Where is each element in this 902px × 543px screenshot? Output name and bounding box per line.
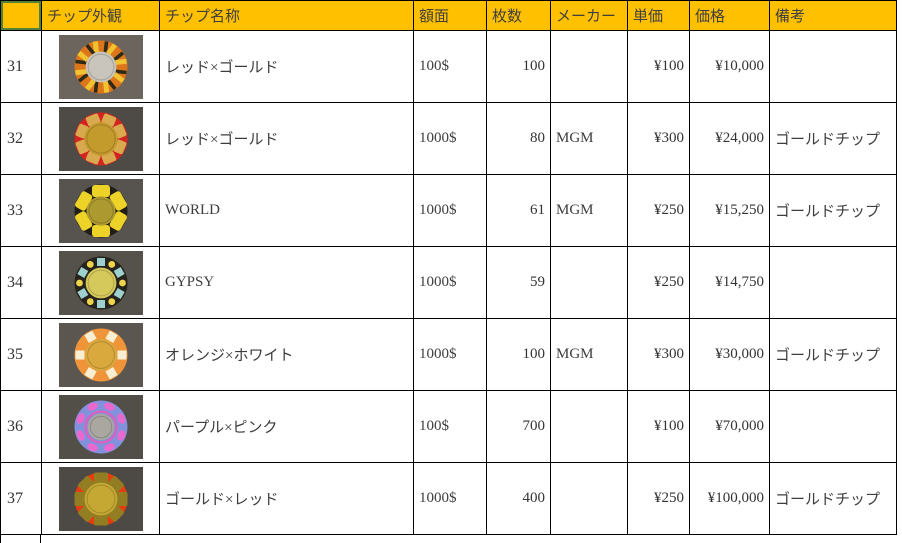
row-number-cell[interactable]: 33 <box>0 174 42 247</box>
chip-photo <box>58 394 143 459</box>
header-cell-price[interactable]: 価格 <box>689 0 770 31</box>
face-value-cell[interactable]: 100$ <box>413 390 487 463</box>
poker-chip-orange-white-icon <box>58 322 143 387</box>
table-row: 31 レッド×ゴールド 100$ 100 ¥100 ¥10,000 <box>0 30 897 103</box>
chip-name-cell[interactable]: オレンジ×ホワイト <box>159 318 414 391</box>
header-cell-corner-selected[interactable] <box>0 0 42 31</box>
chip-appearance-cell[interactable] <box>41 102 160 175</box>
row-number-cell[interactable]: 34 <box>0 246 42 319</box>
table-body: 31 レッド×ゴールド 100$ 100 ¥100 ¥10,000 32 レッド… <box>0 30 897 535</box>
row-number-cell[interactable]: 31 <box>0 30 42 103</box>
unit-price-cell[interactable]: ¥300 <box>627 102 690 175</box>
unit-price-cell[interactable]: ¥250 <box>627 174 690 247</box>
row-number-cell[interactable]: 36 <box>0 390 42 463</box>
unit-price-cell[interactable]: ¥250 <box>627 462 690 535</box>
count-cell[interactable]: 80 <box>486 102 551 175</box>
header-cell-count[interactable]: 枚数 <box>486 0 551 31</box>
price-cell[interactable]: ¥30,000 <box>689 318 770 391</box>
table-row: 32 レッド×ゴールド 1000$ 80 MGM ¥300 ¥24,000 ゴー… <box>0 102 897 175</box>
poker-chip-orange-silver-icon <box>58 34 143 99</box>
price-cell[interactable]: ¥100,000 <box>689 462 770 535</box>
chip-appearance-cell[interactable] <box>41 174 160 247</box>
chip-photo <box>58 466 143 531</box>
chip-appearance-cell[interactable] <box>41 246 160 319</box>
table-row: 35 オレンジ×ホワイト 1000$ 100 MGM ¥300 ¥30,000 … <box>0 318 897 391</box>
face-value-cell[interactable]: 100$ <box>413 30 487 103</box>
note-cell[interactable] <box>769 390 897 463</box>
maker-cell[interactable]: MGM <box>550 318 628 391</box>
table-row: 36 パープル×ピンク 100$ 700 ¥100 ¥70,000 <box>0 390 897 463</box>
note-cell[interactable]: ゴールドチップ <box>769 102 897 175</box>
chip-name-cell[interactable]: レッド×ゴールド <box>159 102 414 175</box>
chips-table: チップ外観 チップ名称 額面 枚数 メーカー 単価 価格 備考 31 レッド×ゴ… <box>0 0 897 535</box>
chip-appearance-cell[interactable] <box>41 318 160 391</box>
count-cell[interactable]: 59 <box>486 246 551 319</box>
price-cell[interactable]: ¥14,750 <box>689 246 770 319</box>
price-cell[interactable]: ¥10,000 <box>689 30 770 103</box>
chip-photo <box>58 178 143 243</box>
note-cell[interactable] <box>769 246 897 319</box>
count-cell[interactable]: 700 <box>486 390 551 463</box>
face-value-cell[interactable]: 1000$ <box>413 102 487 175</box>
header-cell-unit-price[interactable]: 単価 <box>627 0 690 31</box>
price-cell[interactable]: ¥24,000 <box>689 102 770 175</box>
note-cell[interactable]: ゴールドチップ <box>769 462 897 535</box>
note-cell[interactable]: ゴールドチップ <box>769 174 897 247</box>
header-cell-chip-name[interactable]: チップ名称 <box>159 0 414 31</box>
maker-cell[interactable] <box>550 462 628 535</box>
count-cell[interactable]: 400 <box>486 462 551 535</box>
chip-appearance-cell[interactable] <box>41 30 160 103</box>
chip-photo <box>58 322 143 387</box>
face-value-cell[interactable]: 1000$ <box>413 462 487 535</box>
count-cell[interactable]: 61 <box>486 174 551 247</box>
note-cell[interactable]: ゴールドチップ <box>769 318 897 391</box>
chip-photo <box>58 34 143 99</box>
header-row: チップ外観 チップ名称 額面 枚数 メーカー 単価 価格 備考 <box>0 0 897 31</box>
row-number-cell[interactable]: 35 <box>0 318 42 391</box>
header-cell-maker[interactable]: メーカー <box>550 0 628 31</box>
chip-name-cell[interactable]: パープル×ピンク <box>159 390 414 463</box>
price-cell[interactable]: ¥15,250 <box>689 174 770 247</box>
poker-chip-red-goldgear-icon <box>58 466 143 531</box>
maker-cell[interactable] <box>550 246 628 319</box>
note-cell[interactable] <box>769 30 897 103</box>
header-cell-face-value[interactable]: 額面 <box>413 0 487 31</box>
price-cell[interactable]: ¥70,000 <box>689 390 770 463</box>
unit-price-cell[interactable]: ¥100 <box>627 30 690 103</box>
maker-cell[interactable] <box>550 30 628 103</box>
header-cell-note[interactable]: 備考 <box>769 0 897 31</box>
face-value-cell[interactable]: 1000$ <box>413 174 487 247</box>
maker-cell[interactable]: MGM <box>550 174 628 247</box>
unit-price-cell[interactable]: ¥250 <box>627 246 690 319</box>
table-row: 33 WORLD 1000$ 61 MGM ¥250 ¥15,250 ゴールドチ… <box>0 174 897 247</box>
table-row: 37 ゴールド×レッド 1000$ 400 ¥250 ¥100,000 ゴールド… <box>0 462 897 535</box>
chip-appearance-cell[interactable] <box>41 390 160 463</box>
maker-cell[interactable] <box>550 390 628 463</box>
header-cell-chip-appearance[interactable]: チップ外観 <box>41 0 160 31</box>
maker-cell[interactable]: MGM <box>550 102 628 175</box>
chip-name-cell[interactable]: レッド×ゴールド <box>159 30 414 103</box>
chip-photo <box>58 250 143 315</box>
chip-photo <box>58 106 143 171</box>
table-row: 34 GYPSY 1000$ 59 ¥250 ¥14,750 <box>0 246 897 319</box>
count-cell[interactable]: 100 <box>486 318 551 391</box>
chip-name-cell[interactable]: GYPSY <box>159 246 414 319</box>
poker-chip-black-teal-yellow-icon <box>58 250 143 315</box>
poker-chip-black-yellow-icon <box>58 178 143 243</box>
next-row-partial <box>0 535 41 543</box>
row-number-cell[interactable]: 37 <box>0 462 42 535</box>
unit-price-cell[interactable]: ¥300 <box>627 318 690 391</box>
chip-appearance-cell[interactable] <box>41 462 160 535</box>
count-cell[interactable]: 100 <box>486 30 551 103</box>
poker-chip-purple-pink-icon <box>58 394 143 459</box>
face-value-cell[interactable]: 1000$ <box>413 246 487 319</box>
row-number-cell[interactable]: 32 <box>0 102 42 175</box>
unit-price-cell[interactable]: ¥100 <box>627 390 690 463</box>
chip-name-cell[interactable]: WORLD <box>159 174 414 247</box>
face-value-cell[interactable]: 1000$ <box>413 318 487 391</box>
poker-chip-red-gold-icon <box>58 106 143 171</box>
chip-name-cell[interactable]: ゴールド×レッド <box>159 462 414 535</box>
